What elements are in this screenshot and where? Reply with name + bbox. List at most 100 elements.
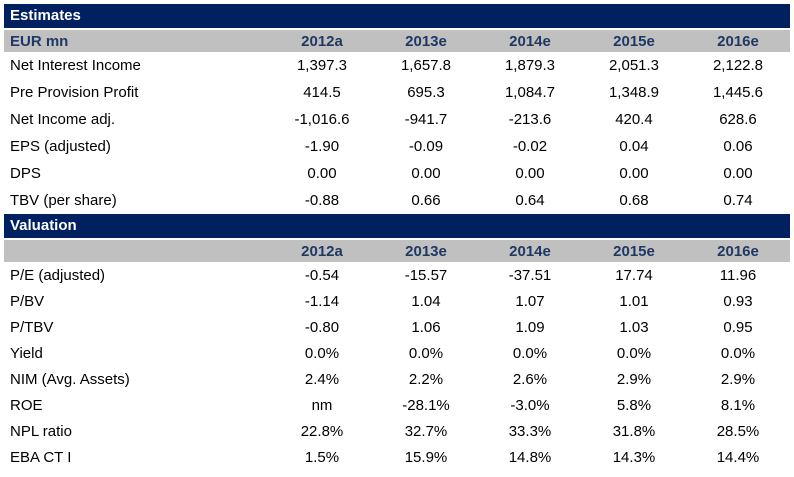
data-cell: 14.3% — [582, 444, 686, 470]
row-label: P/BV — [4, 288, 270, 314]
data-cell: 2.9% — [582, 366, 686, 392]
data-cell: 22.8% — [270, 418, 374, 444]
data-cell: 0.04 — [582, 133, 686, 160]
row-label: Pre Provision Profit — [4, 79, 270, 106]
table-row-yield: Yield 0.0% 0.0% 0.0% 0.0% 0.0% — [4, 340, 790, 366]
row-label: NIM (Avg. Assets) — [4, 366, 270, 392]
data-cell: 0.00 — [478, 160, 582, 187]
row-label: Yield — [4, 340, 270, 366]
data-cell: 2.2% — [374, 366, 478, 392]
data-cell: 8.1% — [686, 392, 790, 418]
data-cell: 0.0% — [270, 340, 374, 366]
data-cell: -37.51 — [478, 262, 582, 288]
data-cell: 14.8% — [478, 444, 582, 470]
valuation-table: 2012a 2013e 2014e 2015e 2016e P/E (adjus… — [4, 240, 790, 470]
table-row-nim-avg-assets: NIM (Avg. Assets) 2.4% 2.2% 2.6% 2.9% 2.… — [4, 366, 790, 392]
data-cell: -15.57 — [374, 262, 478, 288]
data-cell: 1,397.3 — [270, 52, 374, 79]
data-cell: 14.4% — [686, 444, 790, 470]
estimates-column-header-row: EUR mn 2012a 2013e 2014e 2015e 2016e — [4, 30, 790, 52]
column-header-2015e: 2015e — [582, 30, 686, 52]
table-row-net-income-adj: Net Income adj. -1,016.6 -941.7 -213.6 4… — [4, 106, 790, 133]
unit-label-empty — [4, 240, 270, 262]
row-label: NPL ratio — [4, 418, 270, 444]
row-label: TBV (per share) — [4, 187, 270, 214]
data-cell: 695.3 — [374, 79, 478, 106]
data-cell: 0.93 — [686, 288, 790, 314]
data-cell: 1.03 — [582, 314, 686, 340]
valuation-section-header: Valuation — [4, 214, 790, 238]
data-cell: 1,348.9 — [582, 79, 686, 106]
data-cell: 15.9% — [374, 444, 478, 470]
data-cell: -213.6 — [478, 106, 582, 133]
data-cell: 1.5% — [270, 444, 374, 470]
column-header-2012a: 2012a — [270, 240, 374, 262]
data-cell: 0.00 — [270, 160, 374, 187]
data-cell: -0.09 — [374, 133, 478, 160]
data-cell: -3.0% — [478, 392, 582, 418]
column-header-2014e: 2014e — [478, 30, 582, 52]
data-cell: 0.66 — [374, 187, 478, 214]
data-cell: 32.7% — [374, 418, 478, 444]
data-cell: 31.8% — [582, 418, 686, 444]
data-cell: 2,051.3 — [582, 52, 686, 79]
column-header-2012a: 2012a — [270, 30, 374, 52]
data-cell: 0.74 — [686, 187, 790, 214]
column-header-2013e: 2013e — [374, 240, 478, 262]
data-cell: 0.64 — [478, 187, 582, 214]
data-cell: 0.00 — [686, 160, 790, 187]
data-cell: 0.00 — [374, 160, 478, 187]
data-cell: -28.1% — [374, 392, 478, 418]
data-cell: 420.4 — [582, 106, 686, 133]
valuation-column-header-row: 2012a 2013e 2014e 2015e 2016e — [4, 240, 790, 262]
column-header-2015e: 2015e — [582, 240, 686, 262]
data-cell: 628.6 — [686, 106, 790, 133]
row-label: EBA CT I — [4, 444, 270, 470]
data-cell: 2,122.8 — [686, 52, 790, 79]
column-header-2016e: 2016e — [686, 30, 790, 52]
data-cell: 1,657.8 — [374, 52, 478, 79]
data-cell: 1.07 — [478, 288, 582, 314]
data-cell: 0.0% — [582, 340, 686, 366]
data-cell: -1.14 — [270, 288, 374, 314]
data-cell: 28.5% — [686, 418, 790, 444]
data-cell: -0.88 — [270, 187, 374, 214]
table-row-npl-ratio: NPL ratio 22.8% 32.7% 33.3% 31.8% 28.5% — [4, 418, 790, 444]
estimates-table: EUR mn 2012a 2013e 2014e 2015e 2016e Net… — [4, 30, 790, 214]
column-header-2013e: 2013e — [374, 30, 478, 52]
data-cell: -0.02 — [478, 133, 582, 160]
data-cell: 1.06 — [374, 314, 478, 340]
data-cell: 0.95 — [686, 314, 790, 340]
data-cell: 1,084.7 — [478, 79, 582, 106]
row-label: EPS (adjusted) — [4, 133, 270, 160]
data-cell: -0.80 — [270, 314, 374, 340]
data-cell: -941.7 — [374, 106, 478, 133]
data-cell: 1,879.3 — [478, 52, 582, 79]
data-cell: 1.04 — [374, 288, 478, 314]
data-cell: -0.54 — [270, 262, 374, 288]
data-cell: 1.09 — [478, 314, 582, 340]
table-row-tbv-per-share: TBV (per share) -0.88 0.66 0.64 0.68 0.7… — [4, 187, 790, 214]
data-cell: 0.0% — [478, 340, 582, 366]
row-label: ROE — [4, 392, 270, 418]
table-row-eba-ct-i: EBA CT I 1.5% 15.9% 14.8% 14.3% 14.4% — [4, 444, 790, 470]
row-label: DPS — [4, 160, 270, 187]
data-cell: nm — [270, 392, 374, 418]
row-label: P/TBV — [4, 314, 270, 340]
data-cell: 5.8% — [582, 392, 686, 418]
column-header-2016e: 2016e — [686, 240, 790, 262]
data-cell: 0.0% — [686, 340, 790, 366]
table-row-pbv: P/BV -1.14 1.04 1.07 1.01 0.93 — [4, 288, 790, 314]
data-cell: 2.4% — [270, 366, 374, 392]
table-row-pe-adjusted: P/E (adjusted) -0.54 -15.57 -37.51 17.74… — [4, 262, 790, 288]
data-cell: 414.5 — [270, 79, 374, 106]
data-cell: 2.6% — [478, 366, 582, 392]
row-label: P/E (adjusted) — [4, 262, 270, 288]
row-label: Net Income adj. — [4, 106, 270, 133]
data-cell: 1.01 — [582, 288, 686, 314]
table-row-net-interest-income: Net Interest Income 1,397.3 1,657.8 1,87… — [4, 52, 790, 79]
data-cell: 0.00 — [582, 160, 686, 187]
table-row-ptbv: P/TBV -0.80 1.06 1.09 1.03 0.95 — [4, 314, 790, 340]
data-cell: 11.96 — [686, 262, 790, 288]
